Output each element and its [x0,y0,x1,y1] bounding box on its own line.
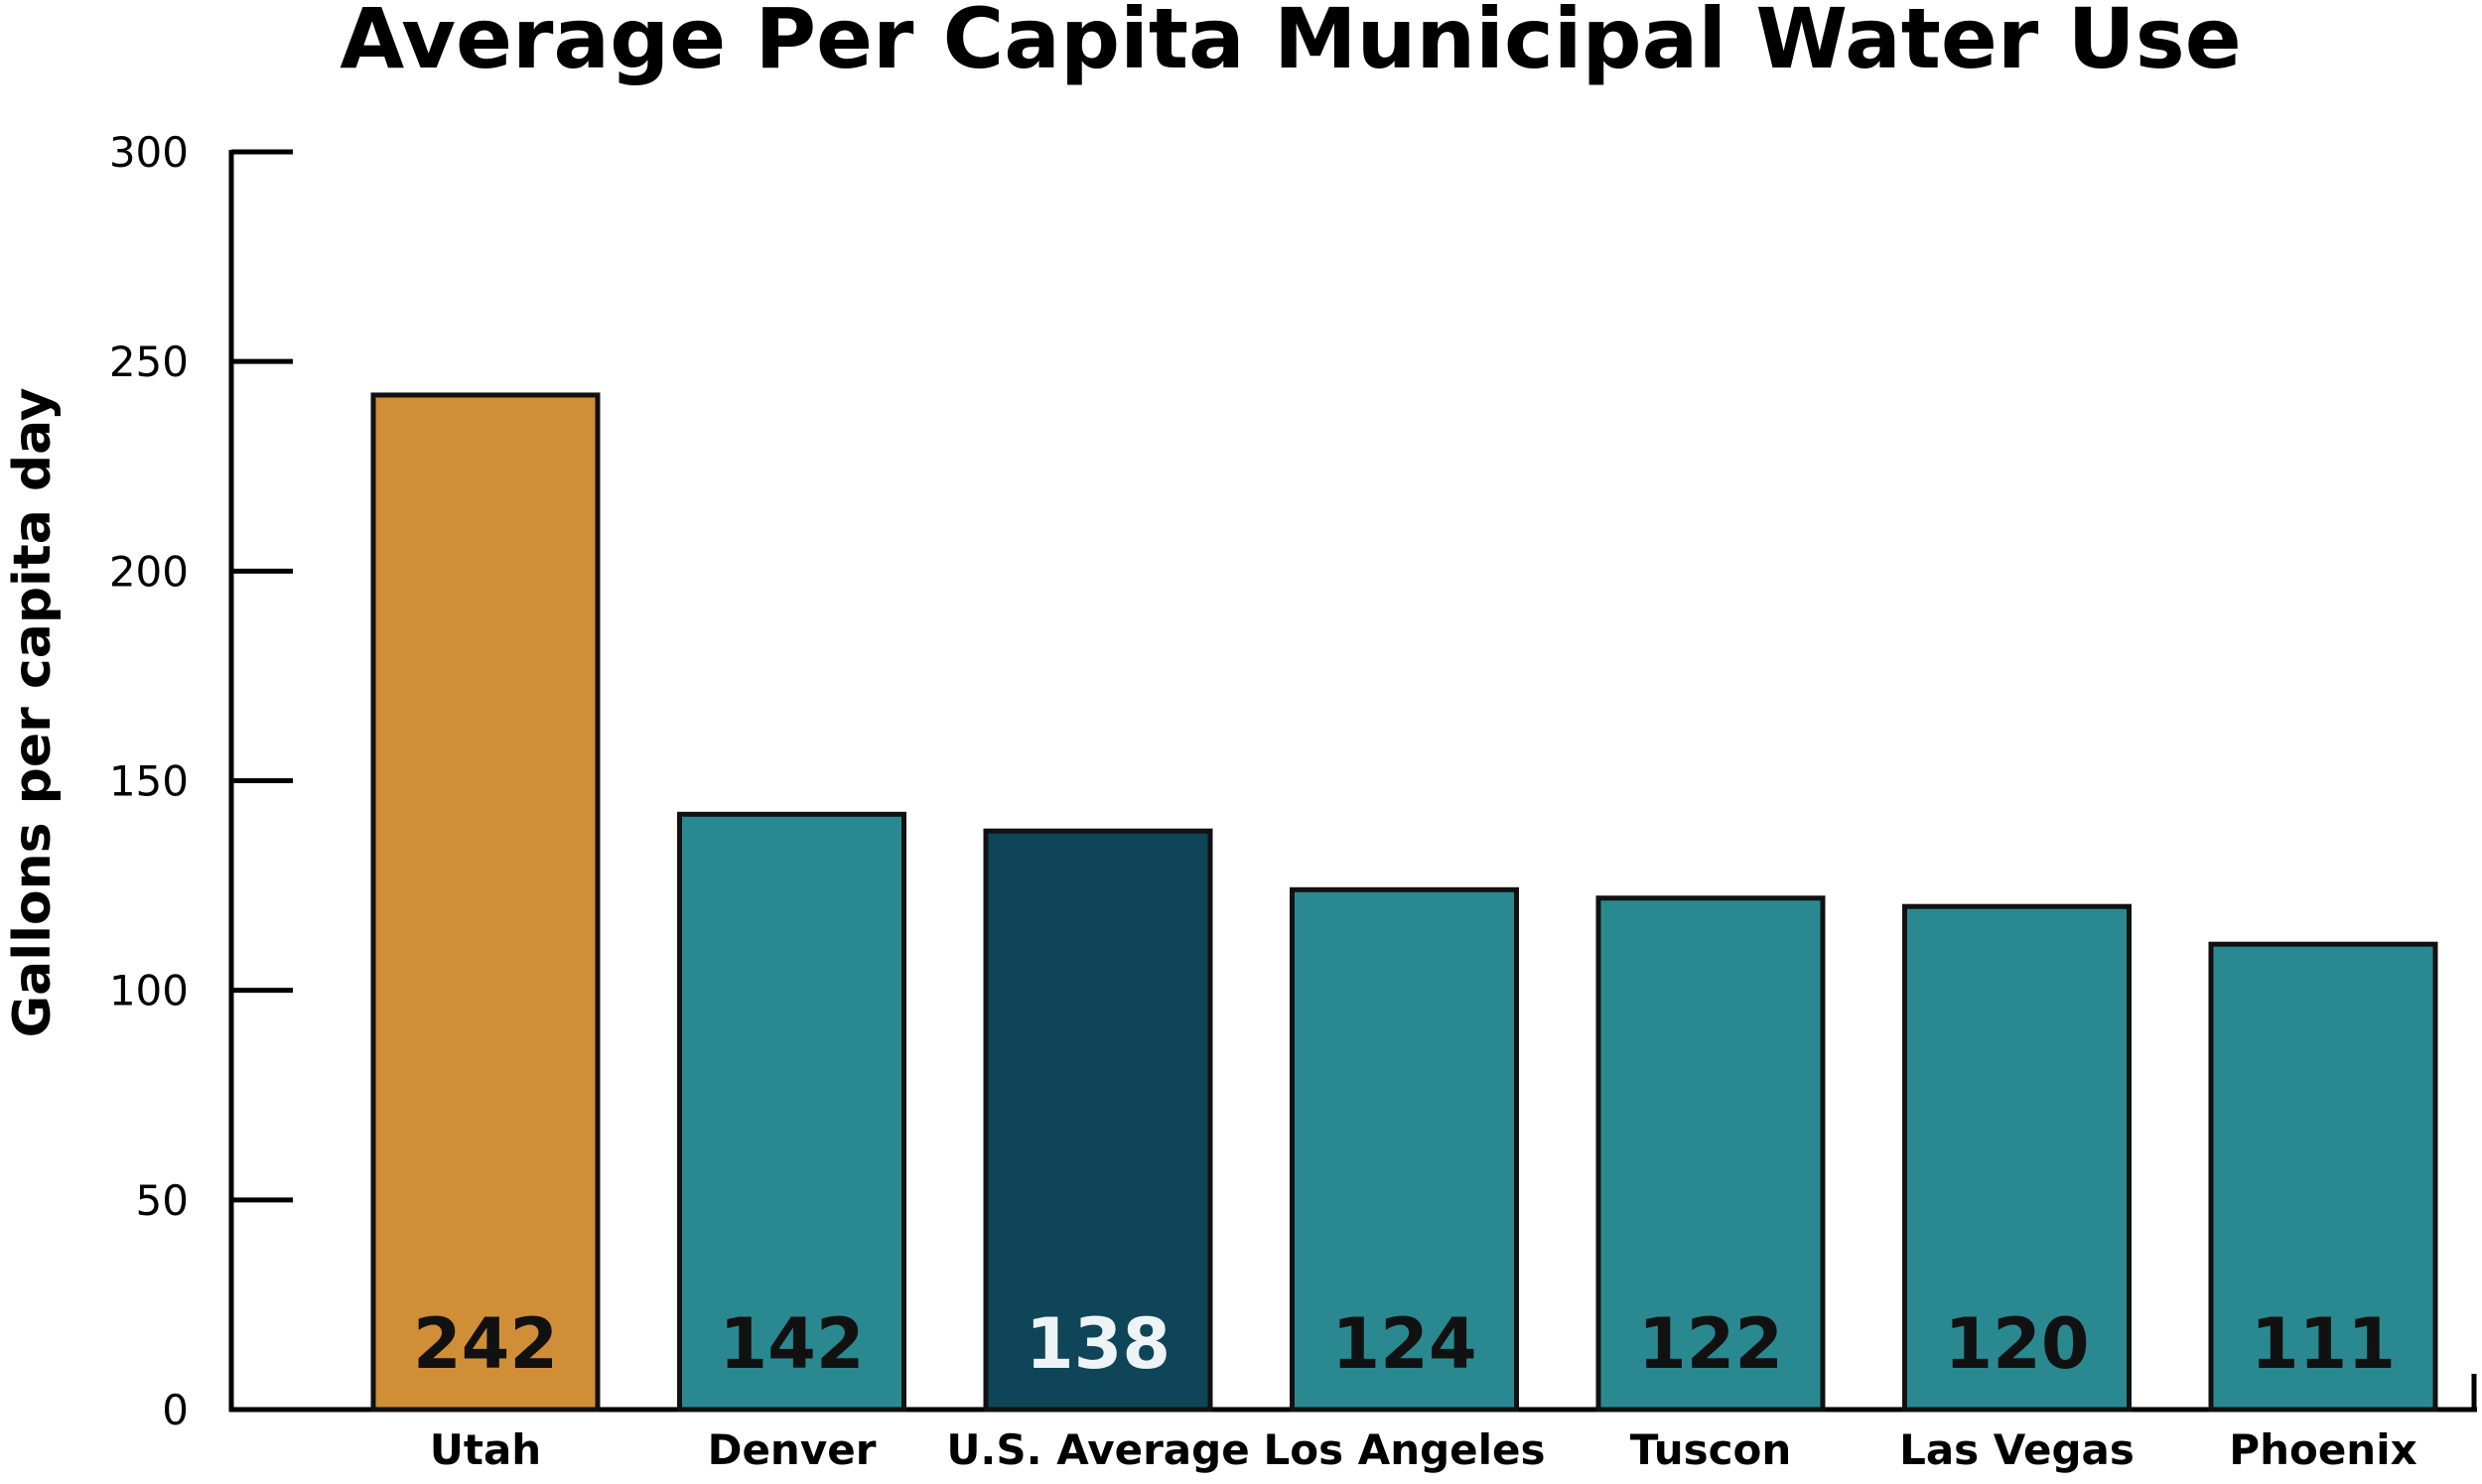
chart-title: Average Per Capita Municipal Water Use [340,0,2241,87]
y-tick-label: 150 [109,757,189,806]
bar-phoenix [2208,941,2438,1413]
y-tick-label: 50 [136,1176,189,1225]
x-tick-label: Phoenix [2229,1425,2416,1474]
bar-utah [370,392,601,1413]
y-tick-label: 250 [109,337,189,386]
data-label: 122 [1638,1303,1783,1385]
data-label: 142 [719,1303,864,1385]
category-labels-group: Utah Denver U.S. Average Los Angeles Tuscon L… [430,1425,2417,1474]
data-label: 120 [1944,1303,2089,1385]
data-label: 124 [1331,1303,1476,1385]
bar-tuscon [1595,895,1826,1413]
bar-u-s-average [983,828,1213,1413]
bar-denver [677,811,906,1413]
x-tick-label: Las Vegas [1899,1425,2135,1474]
x-tick-label: Los Angeles [1263,1425,1545,1474]
x-tick-label: Denver [708,1425,877,1474]
data-label: 138 [1026,1303,1171,1385]
value-labels-group: 242 142 138 124 122 120 111 [413,1303,2396,1385]
axes: 0 50 100 150 200 250 300 [109,128,2477,1434]
y-tick-label: 300 [109,128,189,177]
y-tick-label: 200 [109,547,189,596]
x-tick-label: Utah [430,1425,541,1474]
data-label: 111 [2251,1303,2396,1385]
y-tick-label: 100 [109,967,189,1015]
x-tick-label: U.S. Average [946,1425,1249,1474]
y-tick-label: 0 [162,1386,189,1434]
data-label: 242 [413,1303,558,1385]
x-tick-label: Tuscon [1630,1425,1792,1474]
bar-los-angeles [1290,886,1519,1413]
y-axis-label: Gallons per capita day [3,387,63,1037]
bar-las-vegas [1902,903,2132,1413]
bars-group [370,392,2438,1413]
